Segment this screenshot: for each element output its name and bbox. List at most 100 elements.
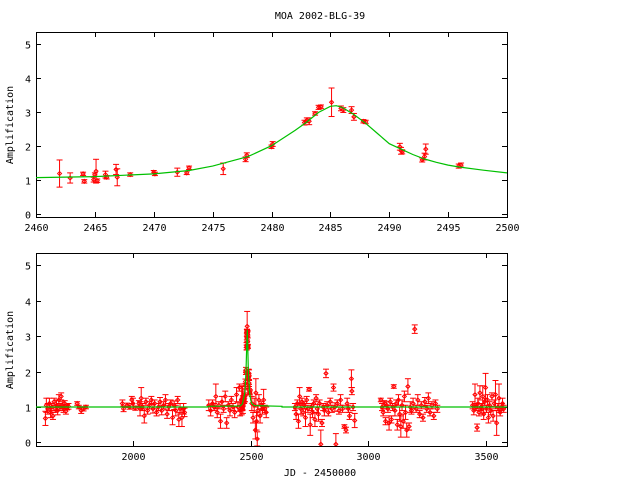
data-point-marker <box>214 409 220 416</box>
data-point-marker <box>253 390 259 396</box>
data-point-marker <box>340 107 347 113</box>
data-point-marker <box>493 420 500 426</box>
data-point-marker <box>311 400 317 407</box>
x-tick-label: 2500 <box>495 223 519 234</box>
data-point <box>485 411 492 424</box>
data-point-marker <box>130 400 136 407</box>
data-point-marker <box>319 420 325 426</box>
data-point-marker <box>472 391 478 398</box>
data-point <box>175 411 182 428</box>
data-point-marker <box>307 422 313 428</box>
top-y-axis-label: Amplification <box>5 86 16 164</box>
data-point-marker <box>341 423 348 430</box>
plot-area <box>36 87 507 188</box>
x-tick-label: 2495 <box>436 223 460 234</box>
data-point <box>330 383 337 392</box>
data-point-marker <box>254 436 260 442</box>
data-point <box>401 390 408 403</box>
data-point-marker <box>56 170 63 177</box>
model-curve <box>36 105 507 179</box>
data-point <box>318 418 325 428</box>
data-point-marker <box>388 416 395 423</box>
data-point <box>377 397 384 403</box>
data-point <box>181 407 188 418</box>
y-tick-label: 0 <box>25 211 31 222</box>
data-point <box>391 404 398 417</box>
data-point-marker <box>334 400 340 407</box>
data-point-marker <box>228 397 235 403</box>
data-point <box>58 392 65 401</box>
data-point-marker <box>336 407 342 414</box>
data-point-marker <box>58 393 64 400</box>
data-point-marker <box>260 397 267 403</box>
data-point-marker <box>401 393 408 400</box>
data-point-marker <box>173 407 179 414</box>
data-point <box>306 386 313 393</box>
data-point-marker <box>480 411 487 417</box>
data-point-marker <box>94 177 100 184</box>
data-point-marker <box>256 397 262 403</box>
data-point <box>223 417 230 429</box>
data-point <box>422 143 429 155</box>
data-point <box>233 387 240 403</box>
data-point-marker <box>352 417 358 424</box>
data-point <box>180 403 187 415</box>
y-tick-label: 4 <box>25 75 31 86</box>
data-point-marker <box>382 418 389 424</box>
data-point-marker <box>81 178 87 185</box>
data-point-marker <box>485 414 492 421</box>
data-point <box>162 394 169 406</box>
data-point <box>94 177 101 184</box>
data-point-marker <box>42 415 49 422</box>
data-point <box>490 410 497 422</box>
data-point-marker <box>295 418 302 424</box>
data-point-marker <box>213 393 219 400</box>
x-tick-label: 2480 <box>260 223 284 234</box>
y-tick-label: 0 <box>25 439 31 450</box>
data-point-marker <box>302 414 309 421</box>
data-point-marker <box>425 395 432 401</box>
data-point <box>492 379 499 410</box>
y-tick-label: 5 <box>25 41 31 52</box>
data-point <box>390 383 397 390</box>
data-point-marker <box>405 383 411 390</box>
data-point <box>346 411 353 420</box>
y-tick-label: 2 <box>25 369 31 380</box>
data-point-marker <box>412 326 418 332</box>
x-tick-label: 2475 <box>201 223 225 234</box>
data-point <box>382 417 389 426</box>
data-point-marker <box>458 162 464 168</box>
data-point-marker <box>220 166 226 172</box>
x-tick-label: 2465 <box>83 223 107 234</box>
data-point <box>226 404 233 417</box>
data-point-marker <box>420 414 426 421</box>
data-point-marker <box>351 114 357 120</box>
data-point-marker <box>346 413 353 419</box>
data-point-marker <box>244 323 250 330</box>
data-point <box>482 372 489 403</box>
y-tick-label: 4 <box>25 298 31 309</box>
data-point-marker <box>321 407 328 414</box>
data-point <box>406 422 413 431</box>
x-tick-label: 2000 <box>121 452 145 463</box>
y-tick-label: 1 <box>25 177 31 188</box>
x-tick-label: 2470 <box>142 223 166 234</box>
top-panel-zoom: 0 1 2 3 4 5 2460 2465 2470 2475 2480 2485 2490 2495 25… <box>24 32 520 234</box>
x-tick-label: 2485 <box>318 223 342 234</box>
data-point-marker <box>313 395 319 401</box>
data-point-marker <box>306 386 312 393</box>
data-point-marker <box>333 441 339 446</box>
data-point-marker <box>223 420 230 426</box>
data-point <box>425 392 432 405</box>
data-point-marker <box>164 411 170 417</box>
data-point <box>141 408 148 424</box>
data-point-marker <box>174 169 181 175</box>
data-point <box>252 378 259 408</box>
data-point-marker <box>113 166 119 173</box>
data-point-marker <box>378 397 384 403</box>
data-point-marker <box>231 409 238 416</box>
data-point <box>186 165 193 171</box>
data-point-marker <box>92 171 98 178</box>
plot-area <box>36 310 507 446</box>
